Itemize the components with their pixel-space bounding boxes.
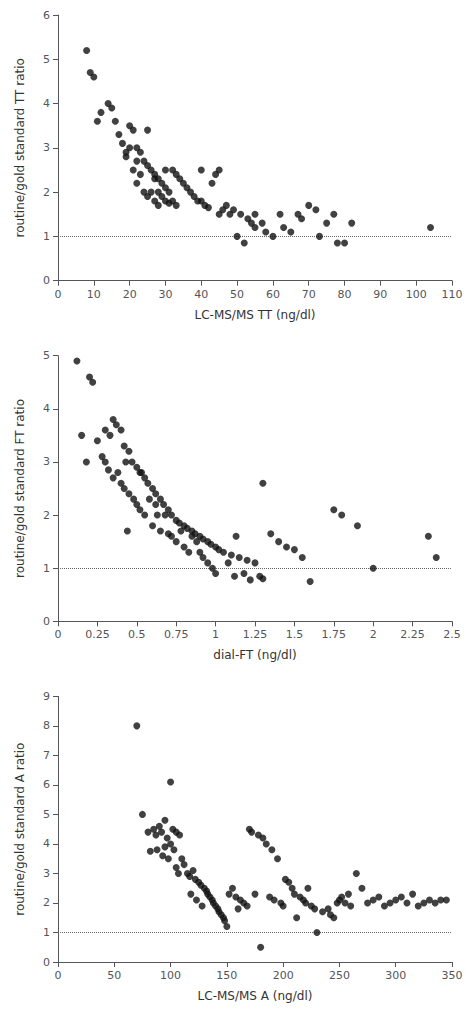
svg-text:10: 10 [87,288,101,301]
svg-text:0: 0 [55,969,62,982]
svg-text:40: 40 [194,288,208,301]
svg-text:3: 3 [43,867,50,880]
svg-text:4: 4 [43,402,50,415]
svg-text:3: 3 [43,455,50,468]
svg-text:0: 0 [55,628,62,641]
svg-text:2.5: 2.5 [443,628,461,641]
svg-text:100: 100 [160,969,181,982]
svg-text:250: 250 [329,969,350,982]
svg-text:20: 20 [123,288,137,301]
svg-text:2: 2 [43,509,50,522]
svg-text:4: 4 [43,837,50,850]
svg-text:0: 0 [43,956,50,969]
svg-text:1.75: 1.75 [322,628,347,641]
svg-text:80: 80 [338,288,352,301]
svg-text:1: 1 [43,926,50,939]
svg-text:100: 100 [406,288,427,301]
svg-text:2: 2 [43,186,50,199]
svg-text:5: 5 [43,53,50,66]
svg-text:200: 200 [273,969,294,982]
svg-text:dial-FT (ng/dl): dial-FT (ng/dl) [213,648,296,662]
svg-text:0.5: 0.5 [128,628,146,641]
svg-text:6: 6 [43,778,50,791]
svg-text:1: 1 [212,628,219,641]
svg-text:0: 0 [55,288,62,301]
svg-text:150: 150 [216,969,237,982]
svg-text:90: 90 [373,288,387,301]
svg-text:routine/gold standard A ratio: routine/gold standard A ratio [13,743,27,916]
svg-text:routine/gold standard TT ratio: routine/gold standard TT ratio [13,58,27,237]
svg-text:300: 300 [385,969,406,982]
svg-text:1.5: 1.5 [286,628,304,641]
svg-text:1: 1 [43,230,50,243]
svg-text:50: 50 [107,969,121,982]
svg-text:routine/gold standard FT ratio: routine/gold standard FT ratio [13,399,27,578]
svg-text:5: 5 [43,808,50,821]
svg-text:9: 9 [43,690,50,703]
svg-text:8: 8 [43,719,50,732]
svg-text:350: 350 [442,969,463,982]
svg-text:2: 2 [370,628,377,641]
svg-text:2.25: 2.25 [400,628,425,641]
svg-text:LC-MS/MS TT (ng/dl): LC-MS/MS TT (ng/dl) [194,308,315,322]
svg-text:30: 30 [158,288,172,301]
svg-text:0: 0 [43,615,50,628]
svg-text:3: 3 [43,141,50,154]
svg-text:4: 4 [43,97,50,110]
svg-text:0.75: 0.75 [164,628,189,641]
svg-text:2: 2 [43,896,50,909]
svg-text:7: 7 [43,749,50,762]
svg-text:0: 0 [43,274,50,287]
svg-text:110: 110 [442,288,463,301]
svg-text:5: 5 [43,349,50,362]
svg-text:6: 6 [43,9,50,22]
svg-text:50: 50 [230,288,244,301]
svg-text:1: 1 [43,562,50,575]
svg-text:70: 70 [302,288,316,301]
svg-text:0.25: 0.25 [85,628,110,641]
svg-text:LC-MS/MS A (ng/dl): LC-MS/MS A (ng/dl) [198,989,313,1003]
svg-text:60: 60 [266,288,280,301]
svg-text:1.25: 1.25 [243,628,268,641]
